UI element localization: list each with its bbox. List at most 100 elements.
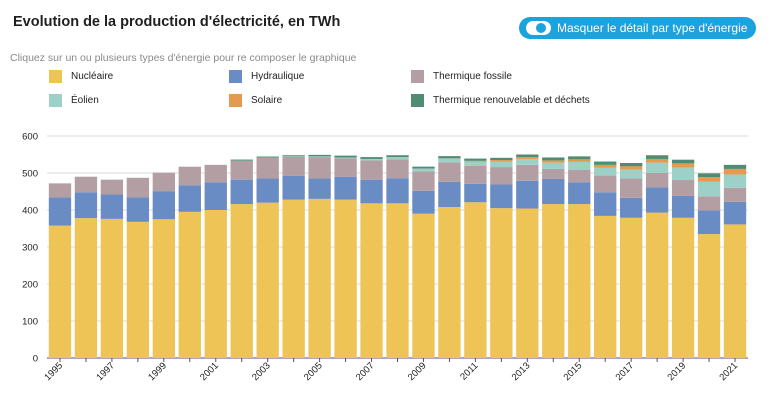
bar-segment: [697, 210, 721, 235]
y-tick-label: 400: [22, 206, 38, 217]
bar-segment: [568, 156, 591, 160]
bar-segment: [438, 156, 461, 159]
bar-segment: [542, 157, 565, 161]
bar-segment: [230, 204, 253, 358]
bar-segment: [152, 191, 175, 220]
bar-segment: [100, 194, 124, 219]
bar-segment: [516, 164, 539, 181]
x-tick-label: 2015: [562, 360, 585, 383]
bar-segment: [516, 208, 539, 358]
y-tick-label: 600: [22, 132, 38, 143]
bar-segment: [594, 167, 617, 176]
bar-segment: [178, 185, 201, 212]
bar-segment: [126, 221, 150, 358]
bar-segment: [412, 166, 435, 169]
bar-segment: [386, 203, 409, 358]
bar-segment: [438, 181, 461, 208]
legend-label: Éolien: [71, 95, 99, 106]
bar-segment: [464, 202, 487, 358]
y-tick-label: 300: [22, 243, 38, 254]
bar-segment: [48, 183, 72, 198]
bar-segment: [412, 168, 435, 172]
legend-swatch: [49, 94, 62, 107]
bar-segment: [256, 157, 279, 179]
bar-segment: [723, 187, 747, 202]
bar-segment: [594, 215, 617, 358]
bar-segment: [204, 182, 227, 210]
bar-segment: [645, 158, 669, 163]
bar-segment: [74, 218, 98, 358]
bar-segment: [74, 176, 98, 193]
bar-segment: [178, 166, 201, 186]
bar-segment: [282, 175, 305, 200]
chart-title: Evolution de la production d'électricité…: [13, 14, 341, 30]
legend-swatch: [229, 70, 242, 83]
bar-segment: [204, 164, 227, 183]
bar-segment: [412, 213, 435, 358]
toggle-label: Masquer le détail par type d'énergie: [557, 21, 748, 35]
bar-segment: [594, 175, 617, 193]
legend-swatch: [229, 94, 242, 107]
legend-label: Thermique fossile: [433, 71, 512, 82]
bar-segment: [308, 156, 331, 158]
bar-segment: [490, 160, 513, 162]
legend-swatch: [49, 70, 62, 83]
bar-segment: [645, 173, 669, 188]
bar-segment: [568, 204, 591, 358]
bar-segment: [542, 168, 565, 179]
bar-segment: [671, 180, 695, 196]
bar-segment: [282, 156, 305, 176]
bar-segment: [386, 178, 409, 204]
bar-segment: [594, 192, 617, 216]
x-tick-label: 2021: [717, 360, 740, 383]
bar-segment: [48, 197, 72, 226]
bar-segment: [490, 184, 513, 209]
bar-segment: [568, 182, 591, 205]
bar-segment: [334, 199, 357, 358]
x-tick-label: 1997: [94, 360, 117, 383]
bar-segment: [620, 169, 643, 179]
bar-segment: [723, 174, 747, 188]
bar-segment: [334, 155, 357, 158]
bar-segment: [100, 218, 124, 358]
bar-segment: [542, 160, 565, 163]
bar-segment: [282, 155, 305, 157]
x-tick-label: 2001: [198, 360, 221, 383]
bar-segment: [282, 199, 305, 358]
detail-toggle[interactable]: Masquer le détail par type d'énergie: [519, 17, 756, 39]
bar-segment: [516, 158, 539, 165]
bar-segment: [568, 161, 591, 170]
bar-segment: [671, 167, 695, 181]
bar-segment: [620, 217, 643, 358]
bar-segment: [464, 165, 487, 184]
toggle-dot: [536, 23, 546, 33]
legend-label: Solaire: [251, 95, 283, 106]
x-tick-label: 2019: [665, 360, 688, 383]
bar-segment: [334, 157, 357, 159]
x-tick-label: 2011: [458, 360, 480, 382]
legend-hint: Cliquez sur un ou plusieurs types d'éner…: [10, 52, 357, 64]
legend-swatch: [411, 94, 424, 107]
bar-segment: [671, 159, 695, 164]
bar-segment: [100, 179, 124, 195]
legend-label: Nucléaire: [71, 71, 114, 82]
bar-segment: [178, 211, 201, 358]
legend-label: Hydraulique: [251, 71, 305, 82]
y-tick-label: 200: [22, 280, 38, 291]
bar-segment: [671, 217, 695, 358]
bar-segment: [464, 158, 487, 161]
bar-segment: [464, 183, 487, 203]
bar-segment: [464, 160, 487, 162]
y-tick-label: 100: [22, 317, 38, 328]
legend-swatch: [411, 70, 424, 83]
bar-segment: [723, 164, 747, 169]
bar-segment: [594, 161, 617, 165]
bar-segment: [645, 187, 669, 213]
x-tick-label: 2005: [302, 360, 325, 383]
bar-segment: [386, 157, 409, 160]
bar-segment: [645, 162, 669, 173]
bar-segment: [386, 155, 409, 158]
bar-segment: [671, 195, 695, 218]
bar-segment: [360, 157, 383, 159]
bar-segment: [308, 178, 331, 199]
